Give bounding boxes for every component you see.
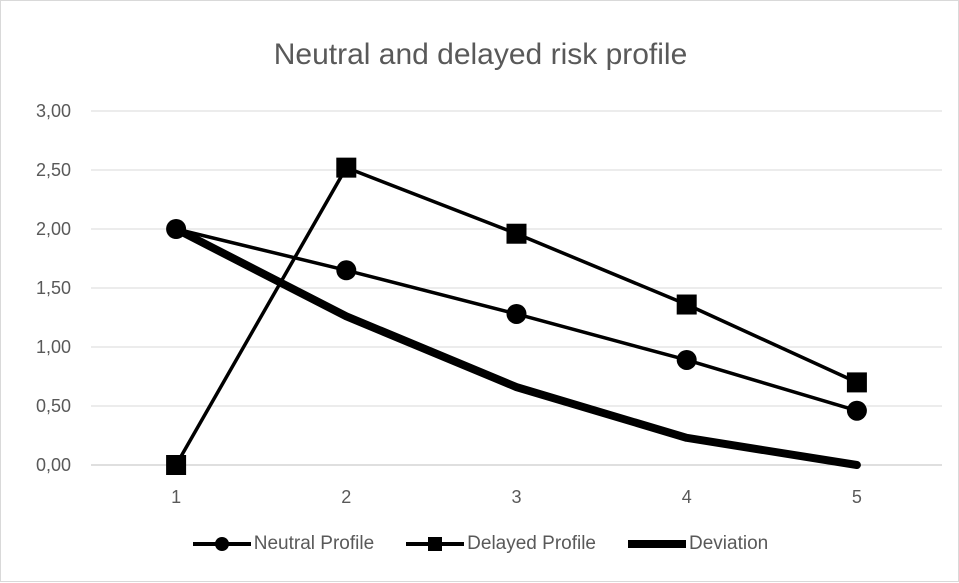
data-point-neutral (676, 349, 697, 370)
x-tick-label: 3 (511, 487, 521, 507)
y-tick-label: 1,00 (36, 337, 71, 357)
y-tick-label: 1,50 (36, 278, 71, 298)
data-point-delayed (506, 223, 527, 244)
data-point-delayed (166, 455, 187, 475)
x-tick-label: 2 (341, 487, 351, 507)
data-point-neutral (506, 303, 527, 324)
x-tick-label: 1 (171, 487, 181, 507)
y-tick-label: 0,50 (36, 396, 71, 416)
legend-label-delayed: Delayed Profile (467, 533, 596, 554)
data-point-neutral (336, 260, 357, 281)
series-line-deviation (172, 225, 861, 469)
legend-item-deviation: Deviation (628, 533, 768, 555)
data-point-neutral (846, 400, 867, 421)
legend-swatch-delayed (406, 537, 465, 551)
data-point-delayed (846, 372, 867, 393)
legend-swatch-deviation (628, 540, 686, 548)
chart-title: Neutral and delayed risk profile (273, 38, 688, 71)
y-tick-label: 2,50 (36, 160, 71, 180)
y-tick-label: 3,00 (36, 101, 71, 121)
y-tick-label: 0,00 (36, 455, 71, 475)
data-point-delayed (336, 157, 357, 178)
legend-label-deviation: Deviation (689, 533, 769, 554)
x-tick-label: 4 (682, 487, 692, 507)
legend-label-neutral: Neutral Profile (253, 533, 375, 554)
legend-item-neutral: Neutral Profile (192, 533, 375, 555)
y-tick-label: 2,00 (36, 219, 71, 239)
legend: Neutral Profile Delayed Profile Deviatio… (1, 533, 959, 555)
legend-item-delayed: Delayed Profile (406, 533, 596, 555)
data-point-neutral (166, 219, 187, 239)
data-point-delayed (676, 294, 697, 315)
x-tick-label: 5 (852, 487, 862, 507)
legend-swatch-neutral (192, 537, 251, 551)
